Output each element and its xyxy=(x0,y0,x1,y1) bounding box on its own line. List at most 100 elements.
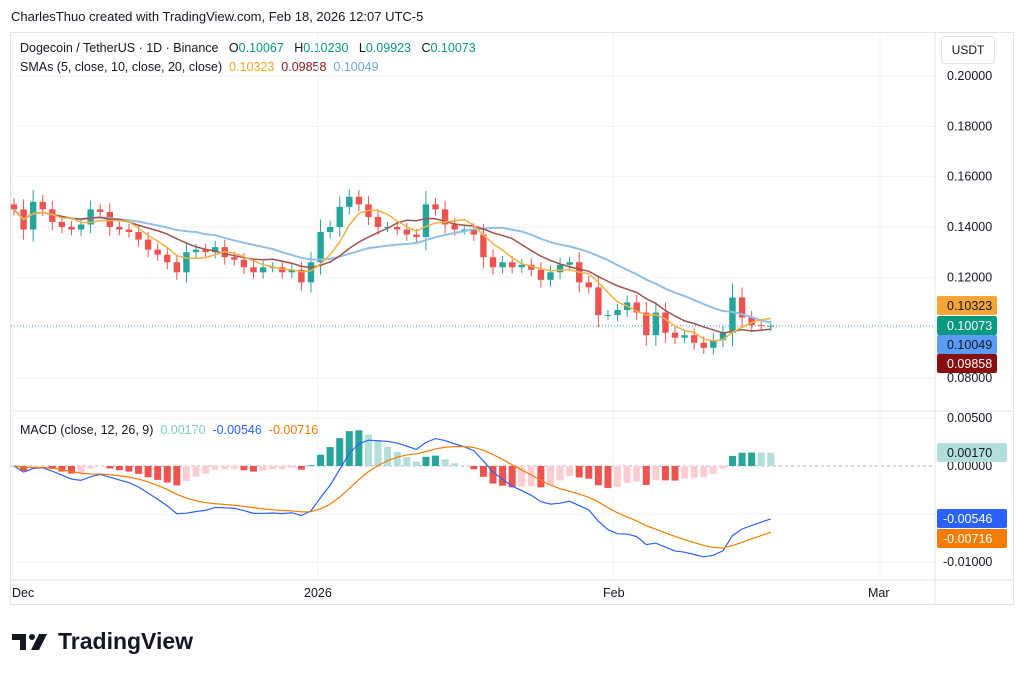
macd-histogram-bar xyxy=(240,466,248,471)
candle-body xyxy=(489,257,497,268)
candle-body xyxy=(528,264,535,270)
brand-text: TradingView xyxy=(58,628,194,654)
macd-histogram-bar xyxy=(652,466,660,480)
candle-body xyxy=(633,302,640,313)
candle-body xyxy=(298,269,305,283)
candle-body xyxy=(700,342,707,348)
candle-body xyxy=(39,201,46,210)
macd-tag-label: -0.00546 xyxy=(943,512,992,526)
macd-histogram-bar xyxy=(556,466,564,481)
candle-body xyxy=(432,204,439,210)
signal-line xyxy=(13,445,772,549)
candle-body xyxy=(518,264,525,268)
high-value: 0.10230 xyxy=(303,41,349,55)
macd-histogram-bar xyxy=(384,446,392,466)
currency-button[interactable]: USDT xyxy=(941,36,995,64)
macd-tick: 0.00500 xyxy=(947,411,992,425)
time-tick: Feb xyxy=(603,586,625,600)
macd-histogram-bar xyxy=(48,466,56,469)
candle-body xyxy=(461,229,468,231)
candle-body xyxy=(767,325,775,327)
macd-histogram-bar xyxy=(87,466,95,469)
macd-tag xyxy=(937,443,1007,462)
candle-body xyxy=(681,335,688,338)
candle-body xyxy=(508,262,516,268)
macd-histogram-bar xyxy=(441,459,449,466)
macd-histogram-bar xyxy=(288,466,296,468)
macd-tag xyxy=(937,529,1007,548)
candle-body xyxy=(231,257,238,260)
candle-body xyxy=(614,310,621,316)
macd-histogram-bar xyxy=(499,466,507,486)
macd-histogram-bar xyxy=(604,466,612,489)
macd-histogram-bar xyxy=(757,452,765,466)
candle-body xyxy=(643,312,650,336)
tradingview-logo-icon xyxy=(12,633,47,650)
candle-body xyxy=(748,317,755,326)
candle-body xyxy=(97,209,104,212)
macd-histogram-bar xyxy=(729,456,736,466)
candle-body xyxy=(144,239,152,250)
macd-histogram-bar xyxy=(719,466,727,469)
candle-body xyxy=(317,232,324,263)
macd-histogram-bar xyxy=(700,466,708,478)
macd-histogram-bar xyxy=(374,441,382,466)
candle-body xyxy=(556,264,564,273)
candle-body xyxy=(374,216,382,227)
macd-histogram-bar xyxy=(508,466,516,488)
macd-legend[interactable]: MACD (close, 12, 26, 9) 0.00170 -0.00546… xyxy=(20,423,318,437)
macd-histogram-bar xyxy=(614,466,622,487)
symbol-legend: Dogecoin / TetherUS · 1D · Binance O0.10… xyxy=(20,41,476,55)
macd-histogram-bar xyxy=(594,466,602,486)
macd-histogram-bar xyxy=(230,466,238,470)
macd-histogram-bar xyxy=(585,466,593,479)
candle-body xyxy=(29,201,37,230)
time-tick: 2026 xyxy=(304,586,332,600)
close-label: C xyxy=(421,41,431,55)
low-value: 0.09923 xyxy=(365,41,412,55)
macd-histogram-bar xyxy=(681,466,689,479)
low-label: L xyxy=(358,41,366,55)
candle-body xyxy=(288,269,296,273)
candle-body xyxy=(690,335,698,343)
candle-body xyxy=(259,267,267,273)
candle-body xyxy=(125,229,133,233)
candle-body xyxy=(470,229,478,235)
candle-body xyxy=(403,229,410,235)
macd-tag xyxy=(937,509,1007,528)
macd-histogram-bar xyxy=(29,466,37,467)
macd-histogram-bar xyxy=(115,466,123,471)
macd-line xyxy=(13,437,772,558)
candle-body xyxy=(537,269,545,280)
sma-legend[interactable]: SMAs (5, close, 10, close, 20, close) 0.… xyxy=(20,60,379,74)
price-tick: 0.18000 xyxy=(947,119,992,133)
candle-body xyxy=(68,227,75,230)
macd-histogram-bar xyxy=(221,466,229,470)
candle-body xyxy=(58,221,66,227)
macd-histogram-bar xyxy=(633,466,641,482)
candle-body xyxy=(336,206,343,227)
sma20-value: 0.10049 xyxy=(333,60,379,74)
macd-histogram-bar xyxy=(20,466,28,471)
macd-histogram-bar xyxy=(154,466,162,480)
macd-histogram-bar xyxy=(125,466,133,472)
candle-body xyxy=(413,234,420,238)
candle-body xyxy=(499,262,506,268)
macd-histogram-bar xyxy=(135,466,143,474)
symbol-name: Dogecoin / TetherUS · 1D · Binance xyxy=(20,41,219,55)
macd-histogram-bar xyxy=(422,456,430,466)
candle-body xyxy=(585,282,592,288)
tradingview-logo[interactable]: TradingView xyxy=(12,628,193,655)
macd-line-value: -0.00546 xyxy=(212,423,262,437)
candle-body xyxy=(394,227,401,230)
macd-histogram-bar xyxy=(403,457,411,466)
candle-body xyxy=(10,204,18,210)
macd-hist-value: 0.00170 xyxy=(160,423,206,437)
candle-body xyxy=(595,287,602,316)
credit-text: CharlesThuo created with TradingView.com… xyxy=(11,9,424,24)
candle-body xyxy=(164,254,171,263)
candle-body xyxy=(662,312,669,333)
macd-histogram-bar xyxy=(767,452,775,466)
price-tick: 0.14000 xyxy=(947,220,992,234)
